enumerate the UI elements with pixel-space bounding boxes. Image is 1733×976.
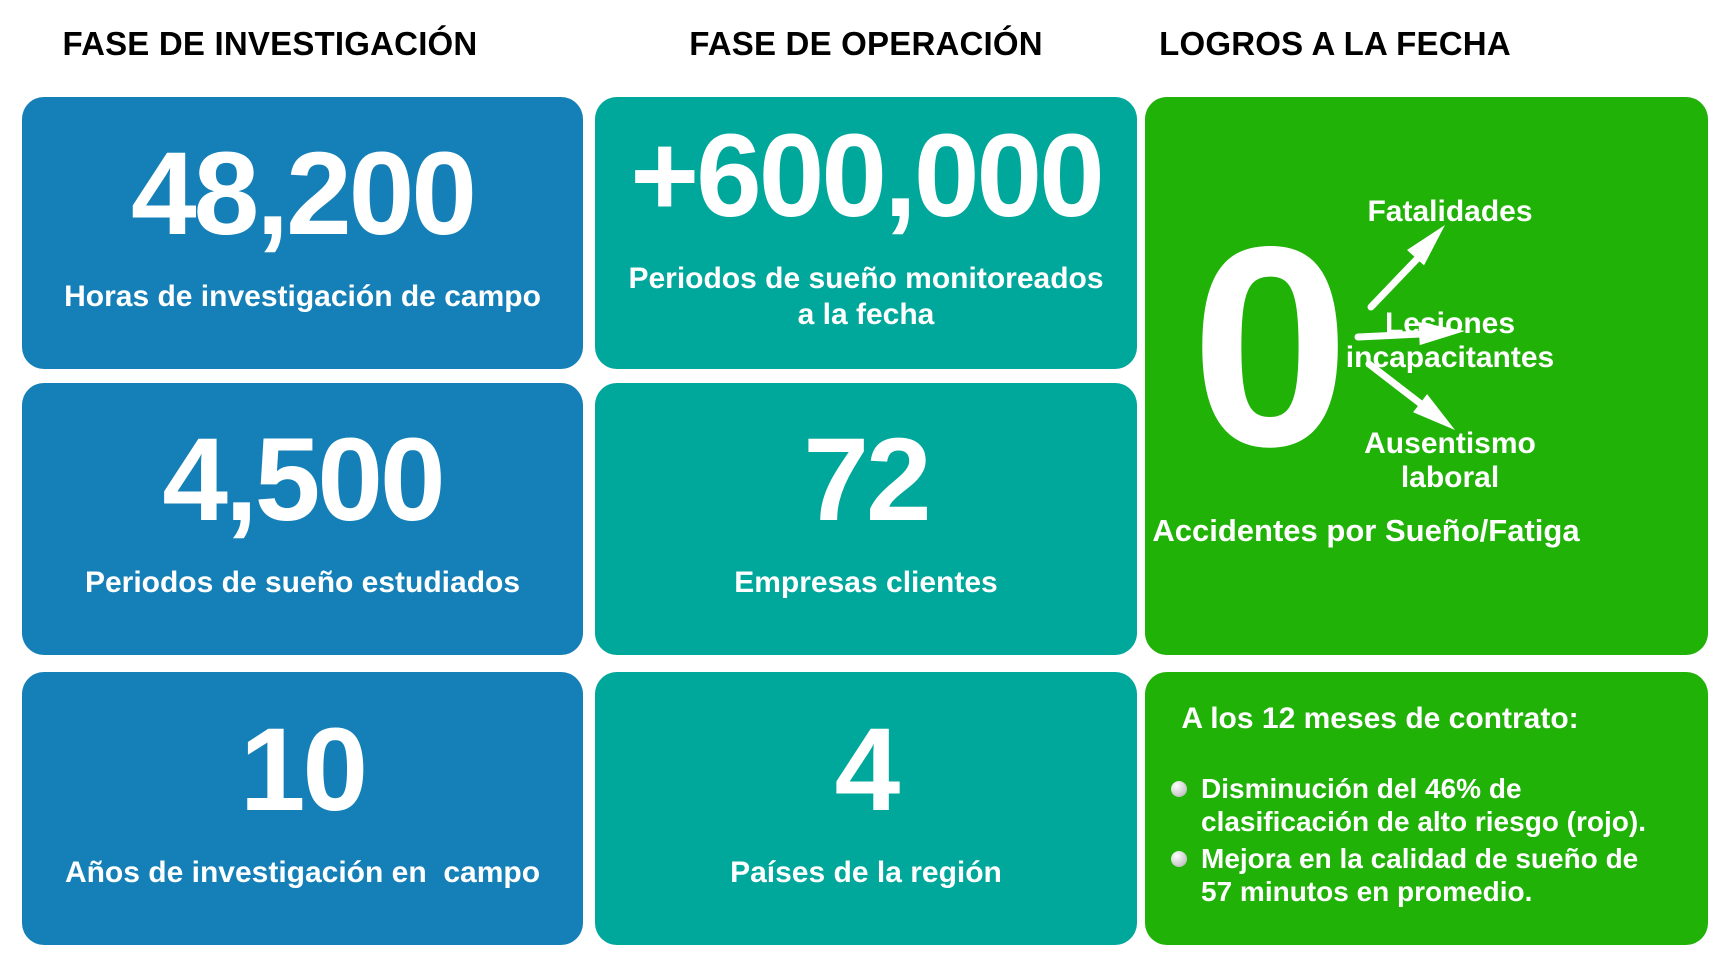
stat-label-empresas: Empresas clientes bbox=[734, 566, 998, 599]
stat-value-periodos-estudiados: 4,500 bbox=[162, 414, 445, 546]
stat-card-periodos-monitoreados: +600,000 Periodos de sueño monitoreados … bbox=[595, 97, 1137, 369]
column-header-investigacion: FASE DE INVESTIGACIÓN bbox=[62, 25, 478, 62]
bullet-dot-icon bbox=[1171, 851, 1187, 868]
column-header-logros: LOGROS A LA FECHA bbox=[1159, 25, 1511, 62]
bullet-item: Mejora en la calidad de sueño de 57 minu… bbox=[1171, 842, 1696, 908]
stat-value-paises: 4 bbox=[834, 703, 901, 836]
contract-bullet-list: Disminución del 46% de clasificación de … bbox=[1171, 772, 1696, 908]
bullet-text-calidad-sueno: Mejora en la calidad de sueño de 57 minu… bbox=[1201, 843, 1639, 908]
contract-results-card: A los 12 meses de contrato: Disminución … bbox=[1145, 672, 1708, 945]
stat-label-horas: Horas de investigación de campo bbox=[64, 280, 541, 313]
stat-label-periodos-monitoreados: Periodos de sueño monitoreados a la fech… bbox=[628, 262, 1104, 331]
zero-arrows-icon bbox=[1354, 225, 1465, 430]
bullet-item: Disminución del 46% de clasificación de … bbox=[1171, 772, 1696, 838]
stat-value-empresas: 72 bbox=[803, 414, 931, 546]
stat-label-periodos-estudiados: Periodos de sueño estudiados bbox=[84, 566, 521, 599]
stat-value-periodos-monitoreados: +600,000 bbox=[630, 110, 1104, 242]
zero-target-fatalidades: Fatalidades bbox=[1367, 195, 1533, 228]
zero-caption: Accidentes por Sueño/Fatiga bbox=[1152, 513, 1580, 548]
stat-value-anios: 10 bbox=[239, 703, 368, 836]
stat-card-horas-investigacion: 48,200 Horas de investigación de campo bbox=[22, 97, 583, 369]
bullet-text-riesgo: Disminución del 46% de clasificación de … bbox=[1201, 773, 1646, 838]
stat-card-paises-region: 4 Países de la región bbox=[595, 672, 1137, 945]
contract-title: A los 12 meses de contrato: bbox=[1181, 702, 1579, 735]
stat-label-anios: Años de investigación en campo bbox=[64, 855, 541, 889]
zero-achievements-card: 0 Fatalidades Lesiones incapacitantes Au… bbox=[1145, 97, 1708, 655]
column-header-operacion: FASE DE OPERACIÓN bbox=[689, 25, 1043, 62]
zero-target-lesiones: Lesiones incapacitantes bbox=[1345, 307, 1555, 374]
stat-label-paises: Países de la región bbox=[730, 855, 1002, 889]
zero-value: 0 bbox=[1191, 188, 1350, 506]
stat-card-periodos-estudiados: 4,500 Periodos de sueño estudiados bbox=[22, 383, 583, 655]
stat-card-empresas-clientes: 72 Empresas clientes bbox=[595, 383, 1137, 655]
zero-target-ausentismo: Ausentismo laboral bbox=[1364, 427, 1536, 494]
stat-value-horas: 48,200 bbox=[131, 128, 477, 260]
bullet-dot-icon bbox=[1171, 781, 1187, 797]
stat-card-anios-investigacion: 10 Años de investigación en campo bbox=[22, 672, 583, 945]
